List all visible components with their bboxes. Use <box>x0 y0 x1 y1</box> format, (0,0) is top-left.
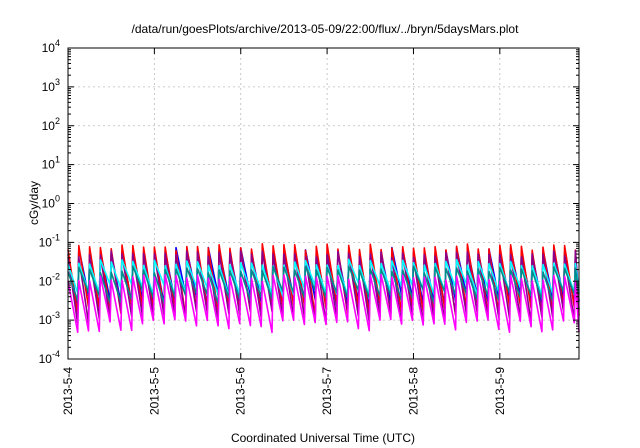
x-tick-label: 2013-5-9 <box>493 367 507 415</box>
series-line <box>67 273 580 334</box>
x-tick-labels: 2013-5-4 2013-5-5 2013-5-6 2013-5-7 2013-5-8… <box>61 367 507 415</box>
x-tick-label: 2013-5-5 <box>147 367 161 415</box>
x-tick-label: 2013-5-8 <box>406 367 420 415</box>
y-tick-label: 103 <box>42 77 60 94</box>
x-tick-label: 2013-5-4 <box>61 367 75 415</box>
y-tick-label: 102 <box>42 116 60 133</box>
y-tick-labels: 10-4 10-3 10-2 10-1 100 101 102 103 104 <box>39 38 60 366</box>
y-axis-title: cGy/day <box>27 181 41 225</box>
y-tick-label: 100 <box>42 194 60 211</box>
plot-series <box>67 243 580 334</box>
y-tick-label: 101 <box>42 155 60 172</box>
x-tick-label: 2013-5-6 <box>234 367 248 415</box>
chart-title: /data/run/goesPlots/archive/2013-05-09/2… <box>132 22 520 36</box>
x-axis-title: Coordinated Universal Time (UTC) <box>231 431 415 445</box>
y-tick-label: 10-2 <box>39 271 60 288</box>
y-tick-label: 10-1 <box>39 232 60 249</box>
x-tick-label: 2013-5-7 <box>320 367 334 415</box>
y-tick-label: 10-3 <box>39 310 60 327</box>
axis-ticks <box>67 47 579 360</box>
y-tick-label: 10-4 <box>39 349 60 366</box>
y-tick-label: 104 <box>42 38 60 55</box>
